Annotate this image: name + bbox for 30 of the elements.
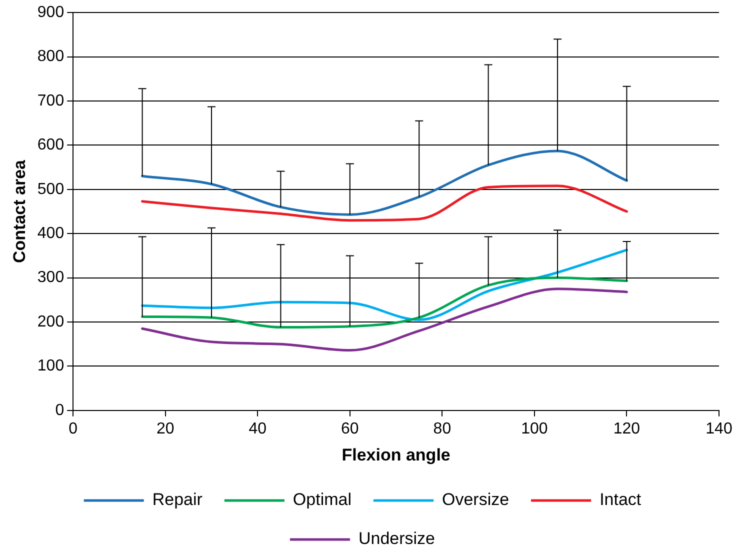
y-tick-label: 800 bbox=[37, 48, 64, 66]
line-series bbox=[141, 248, 628, 322]
y-axis-title: Contact area bbox=[10, 159, 29, 263]
legend-label: Oversize bbox=[442, 490, 510, 510]
line-series bbox=[141, 276, 628, 329]
y-tick-label: 700 bbox=[37, 92, 64, 110]
y-tick-label: 200 bbox=[37, 313, 64, 330]
y-tick-label: 500 bbox=[37, 180, 64, 198]
y-tick-label: 900 bbox=[37, 4, 64, 22]
legend-label: Repair bbox=[152, 490, 203, 510]
x-tick-label: 0 bbox=[68, 420, 78, 438]
x-axis-title: Flexion angle bbox=[342, 445, 450, 464]
legend-label: Intact bbox=[600, 490, 642, 510]
y-tick-label: 300 bbox=[37, 269, 64, 286]
x-tick-label: 80 bbox=[433, 420, 452, 438]
x-tick-label: 120 bbox=[613, 420, 640, 438]
y-tick-label: 100 bbox=[37, 358, 64, 375]
y-tick-label: 600 bbox=[37, 136, 64, 154]
x-tick-label: 100 bbox=[521, 420, 548, 438]
x-tick-label: 40 bbox=[248, 420, 267, 438]
line-series bbox=[141, 184, 628, 222]
x-tick-label: 60 bbox=[341, 420, 359, 438]
line-series bbox=[141, 150, 628, 216]
y-tick-label: 400 bbox=[37, 225, 64, 242]
x-tick-label: 140 bbox=[706, 420, 732, 438]
x-tick-label: 20 bbox=[156, 420, 174, 438]
legend-label: Undersize bbox=[358, 529, 436, 548]
y-tick-label: 0 bbox=[55, 402, 64, 419]
legend-label: Optimal bbox=[292, 490, 352, 510]
line-series bbox=[141, 288, 628, 352]
